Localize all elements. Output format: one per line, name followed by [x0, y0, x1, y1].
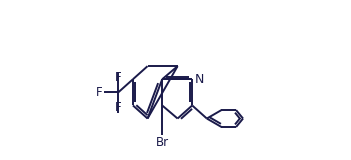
Text: Br: Br [155, 136, 169, 149]
Text: F: F [96, 86, 102, 99]
Text: F: F [115, 101, 121, 114]
Text: N: N [195, 73, 204, 86]
Text: F: F [115, 71, 121, 84]
